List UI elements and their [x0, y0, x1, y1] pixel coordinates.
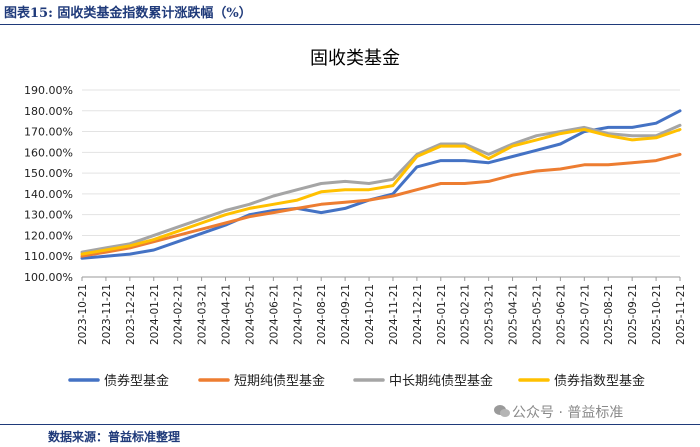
x-tick-label: 2025-06-21: [555, 284, 567, 345]
y-tick-label: 110.00%: [24, 250, 73, 263]
x-tick-label: 2023-10-21: [77, 284, 89, 345]
x-tick-label: 2025-04-21: [508, 284, 520, 345]
legend: 债券型基金 短期纯债型基金 中长期纯债型基金 债券指数型基金: [68, 373, 645, 389]
x-tick-label: 2024-06-21: [268, 284, 280, 345]
x-axis: 2023-10-21 2023-11-21 2023-12-21 2024-01-21…: [77, 277, 687, 345]
x-tick-label: 2024-10-21: [364, 284, 376, 345]
x-tick-label: 2025-10-21: [651, 284, 663, 345]
legend-label: 短期纯债型基金: [234, 373, 325, 389]
y-tick-label: 130.00%: [24, 209, 73, 222]
data-source: 数据来源：普益标准整理: [48, 430, 181, 444]
x-tick-label: 2025-05-21: [531, 284, 543, 345]
x-tick-label: 2024-08-21: [316, 284, 328, 345]
x-tick-label: 2024-07-21: [292, 284, 304, 345]
x-tick-label: 2024-09-21: [340, 284, 352, 345]
y-tick-label: 160.00%: [24, 146, 73, 159]
chart-title: 固收类基金: [310, 48, 400, 69]
y-tick-label: 140.00%: [24, 188, 73, 201]
x-tick-label: 2024-02-21: [173, 284, 185, 345]
series-line: [80, 152, 682, 258]
series-line: [80, 123, 682, 254]
x-tick-label: 2025-08-21: [603, 284, 615, 345]
watermark: 公众号 · 普益标准: [512, 405, 624, 421]
x-tick-label: 2025-01-21: [436, 284, 448, 345]
x-tick-label: 2024-12-21: [412, 284, 424, 345]
x-tick-label: 2025-09-21: [627, 284, 639, 345]
figure-header: 图表15: 固收类基金指数累计涨跌幅（%）: [0, 0, 700, 25]
y-tick-label: 100.00%: [24, 271, 73, 284]
footer-divider: [0, 424, 700, 425]
legend-label: 债券型基金: [104, 373, 169, 389]
y-tick-label: 180.00%: [24, 105, 73, 118]
x-tick-label: 2025-02-21: [460, 284, 472, 345]
x-tick-label: 2023-12-21: [125, 284, 137, 345]
wechat-icon: [494, 405, 510, 417]
x-tick-label: 2025-11-21: [675, 284, 687, 345]
x-tick-label: 2025-03-21: [484, 284, 496, 345]
y-tick-label: 120.00%: [24, 229, 73, 242]
series-lines: [80, 109, 682, 260]
x-tick-label: 2024-05-21: [244, 284, 256, 345]
x-tick-label: 2024-01-21: [149, 284, 161, 345]
y-tick-label: 190.00%: [24, 84, 73, 97]
x-tick-label: 2024-11-21: [388, 284, 400, 345]
grid: [82, 89, 680, 278]
x-tick-label: 2023-11-21: [101, 284, 113, 345]
x-tick-label: 2025-07-21: [579, 284, 591, 345]
legend-label: 中长期纯债型基金: [389, 373, 493, 389]
legend-label: 债券指数型基金: [554, 373, 645, 389]
x-tick-label: 2024-03-21: [197, 284, 209, 345]
series-line: [80, 128, 682, 256]
line-chart: 固收类基金 100.00% 110.00% 120.00% 130.00% 140.00…: [24, 48, 687, 389]
y-axis: 100.00% 110.00% 120.00% 130.00% 140.00% 150.0…: [24, 84, 73, 284]
figure-caption: 图表15: 固收类基金指数累计涨跌幅（%）: [4, 6, 252, 21]
x-tick-label: 2024-04-21: [221, 284, 233, 345]
y-tick-label: 170.00%: [24, 126, 73, 139]
y-tick-label: 150.00%: [24, 167, 73, 180]
